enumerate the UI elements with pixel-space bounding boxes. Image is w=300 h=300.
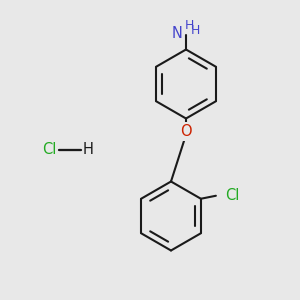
Text: Cl: Cl — [42, 142, 57, 158]
Text: H: H — [83, 142, 94, 158]
Text: H: H — [184, 19, 194, 32]
Text: O: O — [180, 124, 192, 139]
Text: H: H — [191, 23, 201, 37]
Text: Cl: Cl — [225, 188, 239, 203]
Text: N: N — [172, 26, 182, 40]
